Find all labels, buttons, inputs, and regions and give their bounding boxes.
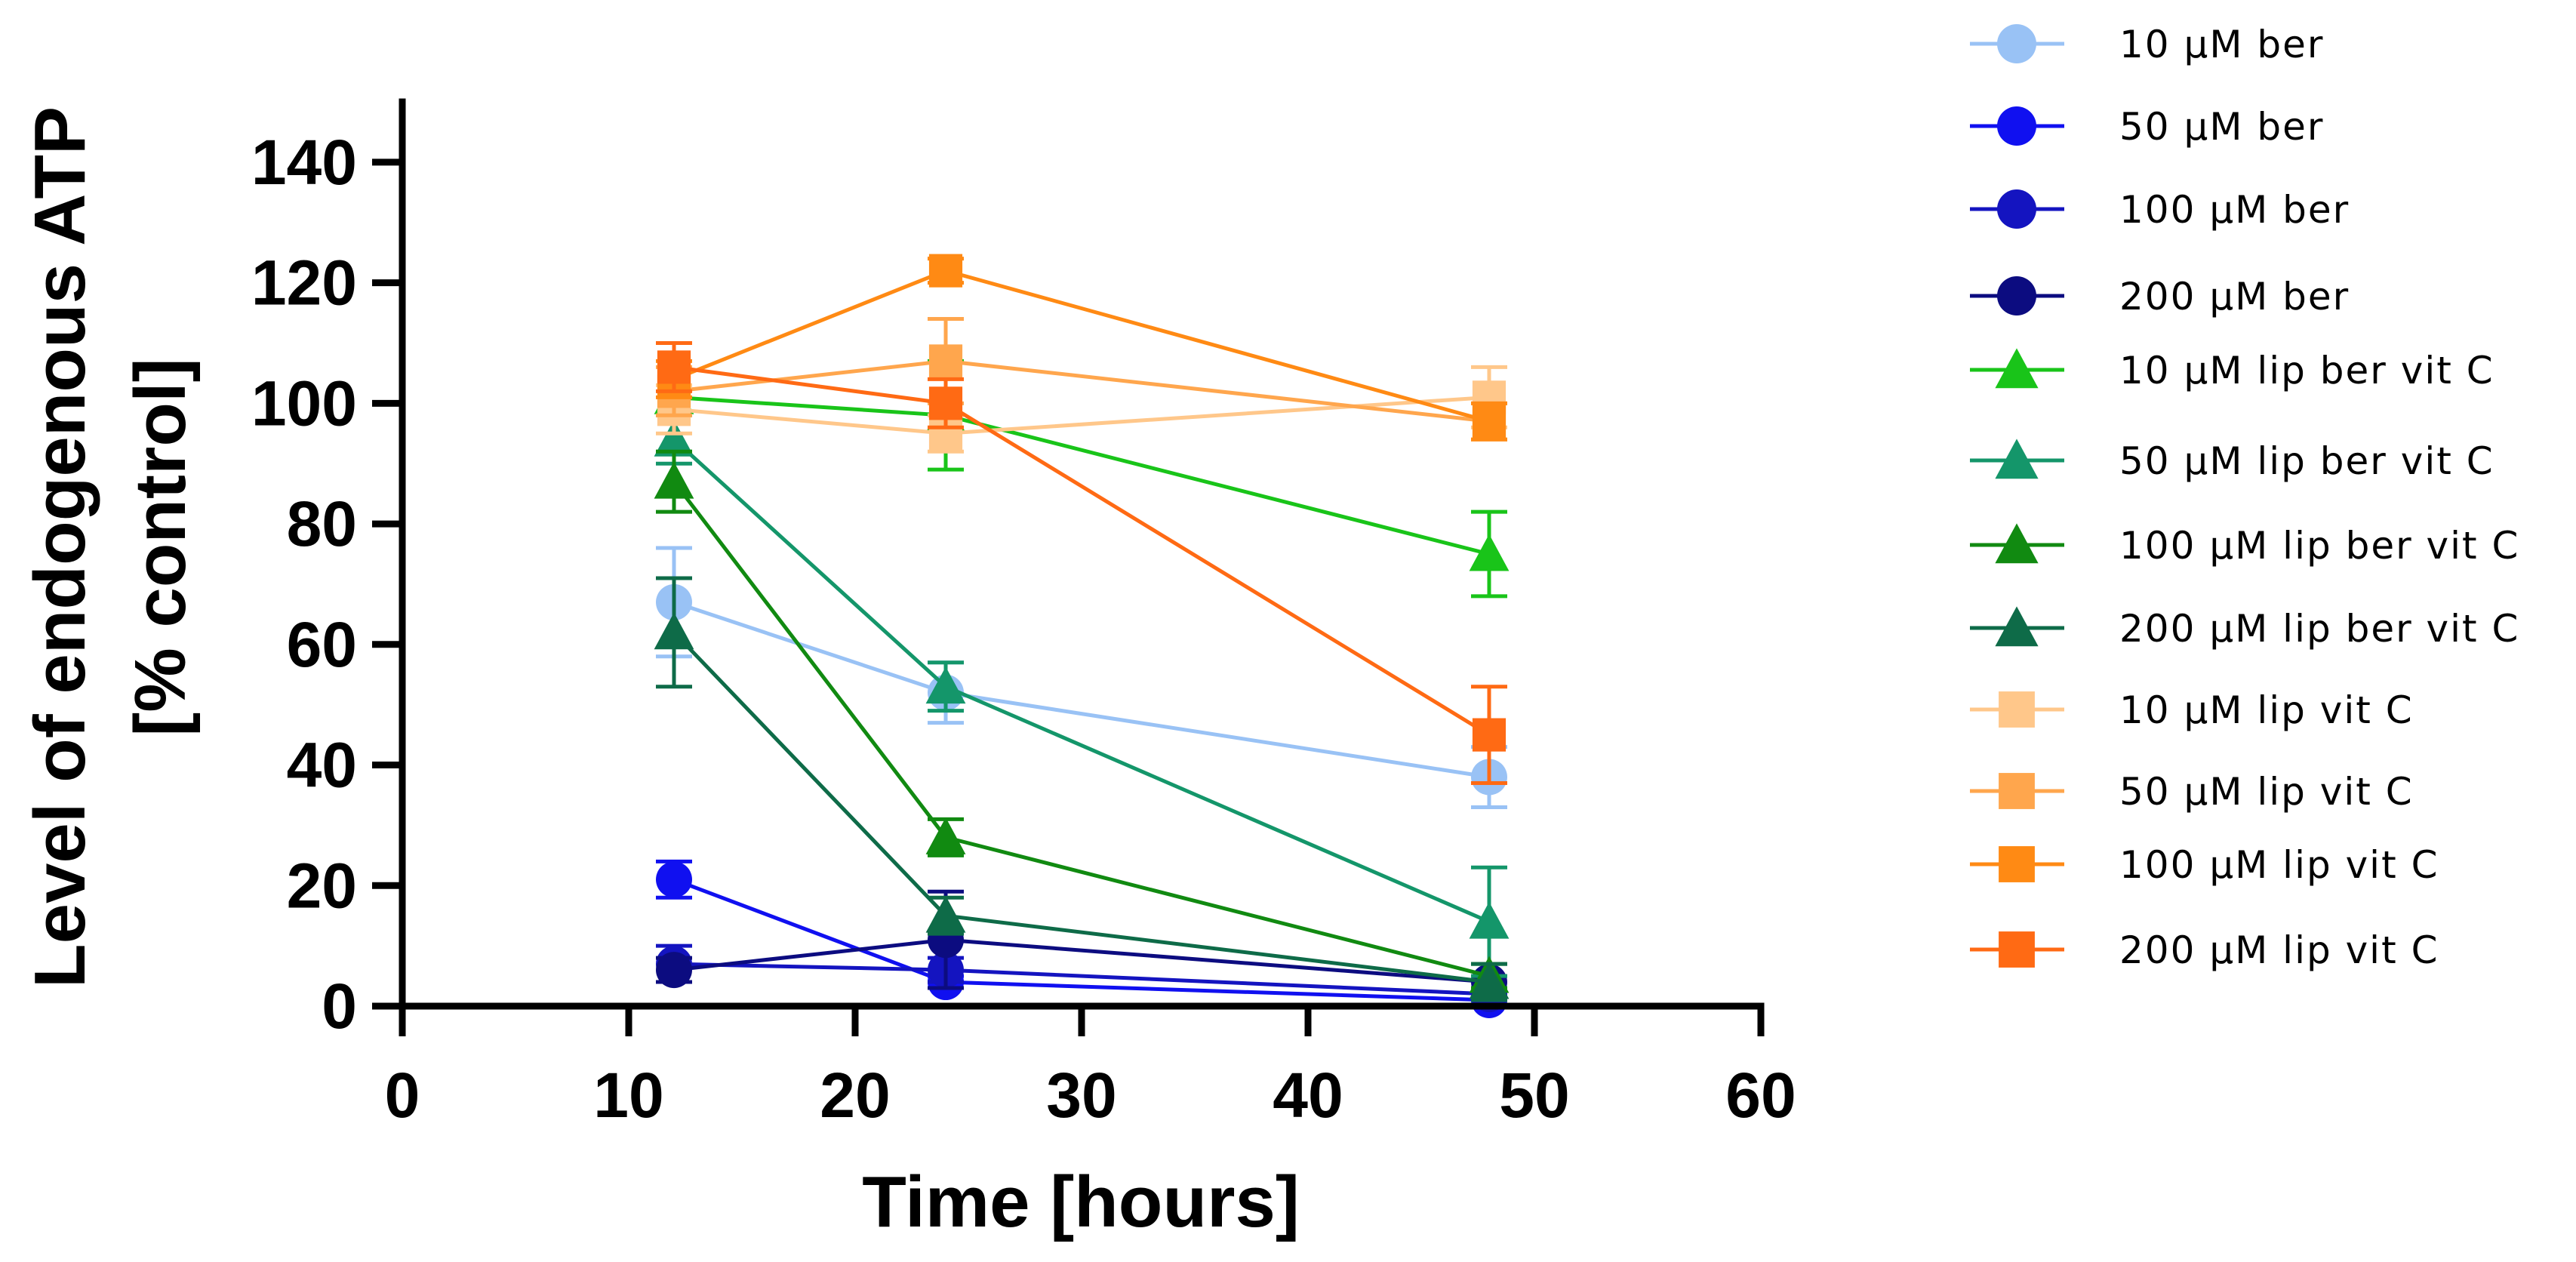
plot-area: [654, 254, 1510, 1019]
series-line: [672, 631, 1490, 984]
data-point: [657, 350, 691, 384]
legend-entry: 200 µM lip ber vit C: [1970, 606, 2519, 651]
legend-label: 50 µM lip vit C: [2119, 770, 2414, 814]
series-12: [656, 340, 1507, 785]
x-tick-label: 10: [593, 1060, 663, 1131]
x-tick-label: 40: [1273, 1060, 1343, 1131]
series-line: [673, 359, 1490, 423]
legend-entry: 200 µM lip vit C: [1970, 928, 2439, 972]
legend-entry: 50 µM ber: [1970, 105, 2324, 149]
legend-marker: [1995, 348, 2039, 389]
legend-label: 100 µM lip vit C: [2119, 843, 2439, 887]
x-tick-label: 30: [1046, 1060, 1116, 1131]
series-line: [673, 395, 1490, 436]
legend-entry: 10 µM lip ber vit C: [1970, 348, 2494, 392]
axes: 0 20 40 60 80 100 120 140 0 10 20 30 40 50 60: [251, 98, 1796, 1131]
data-point: [656, 952, 692, 989]
data-point: [925, 817, 966, 854]
x-tick-label: 60: [1725, 1060, 1796, 1131]
series-8: [654, 576, 1510, 1002]
series-line: [672, 480, 1490, 978]
data-point: [1472, 405, 1507, 439]
y-tick-label: 40: [287, 730, 357, 801]
legend-label: 200 µM ber: [2119, 275, 2350, 319]
legend-marker: [1995, 606, 2039, 647]
series-11: [656, 254, 1507, 442]
series-6: [654, 413, 1510, 978]
legend-entry: 10 µM lip vit C: [1970, 688, 2414, 732]
x-axis-title: Time [hours]: [862, 1162, 1300, 1242]
y-tick-label: 140: [251, 127, 357, 198]
data-point: [1469, 534, 1510, 571]
series-2: [656, 859, 1507, 1019]
series-line: [673, 600, 1490, 779]
legend-entry: 100 µM lip vit C: [1970, 843, 2439, 887]
data-point: [925, 895, 966, 933]
series-1: [656, 546, 1507, 809]
data-point: [654, 461, 694, 499]
data-point: [928, 254, 963, 288]
legend-entry: 200 µM ber: [1970, 275, 2350, 319]
legend-label: 200 µM lip ber vit C: [2119, 607, 2519, 651]
x-tick-label: 0: [385, 1060, 420, 1131]
legend-label: 100 µM lip ber vit C: [2119, 524, 2519, 568]
legend-marker: [1997, 276, 2036, 316]
legend-marker: [1997, 24, 2036, 63]
data-point: [654, 419, 694, 457]
legend-label: 10 µM lip ber vit C: [2119, 349, 2494, 392]
data-point: [654, 612, 694, 650]
series-line: [673, 877, 1490, 1002]
data-point: [656, 861, 692, 898]
legend-label: 200 µM lip vit C: [2119, 928, 2439, 972]
data-point: [1469, 901, 1510, 939]
series-3: [656, 943, 1507, 1013]
x-tick-label: 50: [1499, 1060, 1569, 1131]
legend-label: 10 µM lip vit C: [2119, 688, 2414, 732]
data-point: [928, 386, 963, 420]
y-tick-label: 80: [287, 488, 357, 559]
legend-marker: [1997, 189, 2036, 229]
y-tick-label: 120: [251, 248, 357, 319]
data-point: [925, 666, 966, 704]
y-tick-label: 100: [251, 368, 357, 439]
data-point: [1469, 962, 1510, 999]
legend-label: 50 µM ber: [2119, 105, 2324, 149]
x-tick-label: 20: [820, 1060, 890, 1131]
y-axis-title-line-2: [% control]: [120, 358, 201, 736]
y-tick-label: 60: [287, 609, 357, 680]
legend-marker: [1999, 931, 2035, 968]
legend: 10 µM ber 50 µM ber 100 µM ber 200 µM ber 10…: [1970, 23, 2519, 972]
legend-marker: [1999, 846, 2035, 882]
legend-entry: 10 µM ber: [1970, 23, 2324, 66]
legend-entry: 100 µM lip ber vit C: [1970, 523, 2519, 568]
legend-label: 10 µM ber: [2119, 23, 2324, 66]
data-point: [928, 344, 963, 378]
data-point: [1472, 718, 1507, 752]
y-tick-label: 20: [287, 850, 357, 921]
series-line: [673, 268, 1490, 423]
legend-entry: 50 µM lip vit C: [1970, 770, 2414, 814]
legend-marker: [1999, 691, 2035, 728]
legend-entry: 100 µM ber: [1970, 188, 2350, 232]
series-line: [672, 438, 1490, 924]
legend-label: 100 µM ber: [2119, 188, 2350, 232]
legend-marker: [1999, 773, 2035, 809]
legend-marker: [1995, 439, 2039, 479]
legend-label: 50 µM lip ber vit C: [2119, 439, 2494, 483]
y-axis-title-line-1: Level of endogenous ATP: [20, 106, 100, 988]
series-4: [656, 889, 1507, 1001]
y-tick-label: 0: [322, 971, 357, 1042]
legend-marker: [1997, 106, 2036, 146]
legend-marker: [1995, 523, 2039, 564]
series-7: [654, 449, 1510, 993]
legend-entry: 50 µM lip ber vit C: [1970, 439, 2494, 483]
